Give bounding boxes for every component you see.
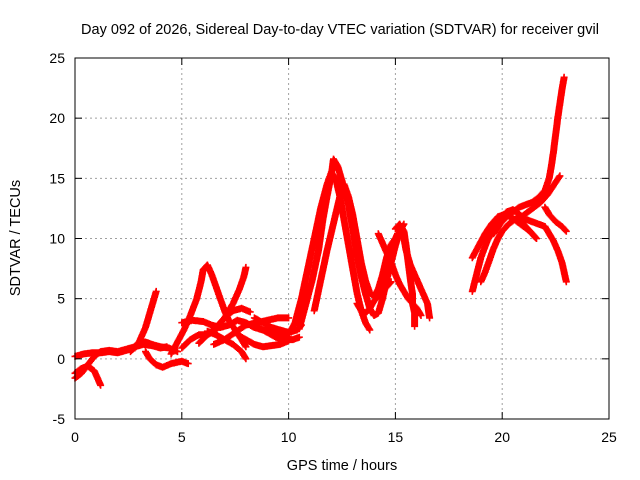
x-tick-label: 25 [601, 429, 617, 445]
series-t18 [353, 278, 395, 317]
series-t5 [142, 348, 192, 371]
x-tick-label: 0 [71, 429, 79, 445]
series-plus-markers [398, 225, 434, 322]
x-tick-label: 10 [281, 429, 297, 445]
series-plus-markers [255, 324, 303, 344]
series-plus-markers [195, 304, 254, 347]
series-t14 [255, 324, 303, 344]
series-t4 [127, 287, 160, 356]
y-tick-label: 0 [57, 351, 65, 367]
series-plus-markers [127, 287, 160, 356]
x-tick-label: 15 [388, 429, 404, 445]
y-tick-label: 15 [49, 170, 65, 186]
data-marks [71, 73, 570, 389]
series-t3 [71, 338, 181, 360]
x-tick-label: 20 [494, 429, 510, 445]
x-tick-label: 5 [178, 429, 186, 445]
series-plus-markers [71, 338, 181, 360]
series-plus-markers [353, 278, 395, 317]
y-tick-label: 25 [49, 50, 65, 66]
series-t17 [310, 180, 401, 315]
series-t21 [398, 225, 434, 322]
series-t10 [195, 304, 254, 347]
series-t25 [490, 73, 568, 238]
x-axis-label: GPS time / hours [287, 458, 397, 474]
y-tick-label: -5 [53, 411, 66, 427]
series-plus-markers [490, 73, 568, 238]
series-plus-markers [541, 203, 570, 235]
y-axis-label: SDTVAR / TECUs [8, 180, 24, 296]
y-tick-label: 20 [49, 110, 65, 126]
y-tick-label: 10 [49, 231, 65, 247]
chart-title: Day 092 of 2026, Sidereal Day-to-day VTE… [81, 22, 599, 38]
series-plus-markers [515, 215, 540, 242]
axis-ticks: 0 5 10 15 20 25 -5 0 5 10 15 20 25 [49, 50, 617, 445]
series-t12 [233, 331, 293, 351]
series-plus-markers [541, 223, 570, 286]
series-plus-markers [233, 331, 293, 351]
series-plus-markers [310, 180, 401, 315]
y-tick-label: 5 [57, 291, 65, 307]
series-plus-markers [142, 348, 192, 371]
series-t26 [515, 215, 540, 242]
series-t27 [541, 203, 570, 235]
series-t28 [541, 223, 570, 286]
